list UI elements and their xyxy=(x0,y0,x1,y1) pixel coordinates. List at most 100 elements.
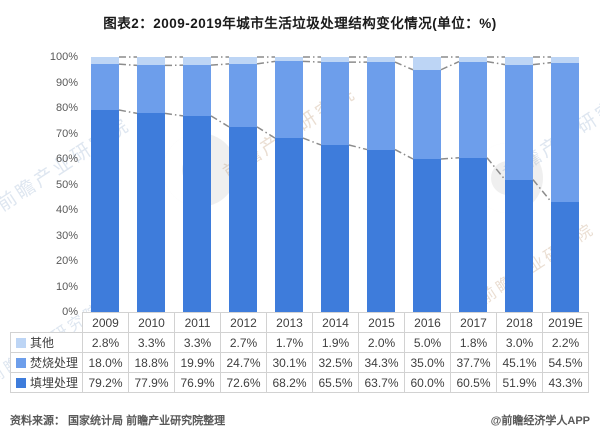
bar-segment xyxy=(505,64,533,180)
bar-segment xyxy=(459,61,487,158)
bar-segment xyxy=(459,157,487,312)
table-header-cell: 2009 xyxy=(82,312,129,333)
table-header-cell: 2012 xyxy=(220,312,267,333)
bar-segment xyxy=(229,63,257,127)
table-value-cell: 2.7% xyxy=(220,332,267,353)
table-value-cell: 65.5% xyxy=(312,372,359,393)
y-axis-tick: 60% xyxy=(55,153,78,165)
table-value-cell: 2.2% xyxy=(542,332,589,353)
table-value-cell: 37.7% xyxy=(450,352,497,373)
table-row: 填埋处理 79.2% 77.9% 76.9% 72.6% 68.2% 65.5% 63.7% 6… xyxy=(10,372,589,393)
chart-title: 图表2：2009-2019年城市生活垃圾处理结构变化情况(单位：%) xyxy=(103,16,497,31)
bar-segment xyxy=(321,62,349,145)
data-table: 2009 2010 2011 2012 2013 2014 2015 2016 2017 2018… xyxy=(10,312,589,393)
table-header-row: 2009 2010 2011 2012 2013 2014 2015 2016 2017 2018… xyxy=(11,312,589,333)
table-value-cell: 79.2% xyxy=(82,372,129,393)
bar-segment xyxy=(413,69,441,159)
table-value-cell: 2.0% xyxy=(358,332,405,353)
plot-area xyxy=(82,56,588,312)
table-value-cell: 1.7% xyxy=(266,332,313,353)
table-header-cell: 2013 xyxy=(266,312,313,333)
bar-segment xyxy=(505,179,533,312)
y-axis-tick: 0% xyxy=(62,306,78,318)
table-header-cell: 2019E xyxy=(542,312,589,333)
bar-segment xyxy=(183,115,211,312)
table-header-cell: 2016 xyxy=(404,312,451,333)
y-axis-tick: 10% xyxy=(55,280,78,293)
bar-segment xyxy=(229,126,257,312)
bar-segment xyxy=(321,57,349,63)
table-value-cell: 34.3% xyxy=(358,352,405,373)
table-value-cell: 35.0% xyxy=(404,352,451,373)
table-value-cell: 24.7% xyxy=(220,352,267,373)
table-value-cell: 60.5% xyxy=(450,372,497,393)
bar-segment xyxy=(183,65,211,116)
table-value-cell: 68.2% xyxy=(266,372,313,393)
bar-segment xyxy=(367,149,395,312)
table-header-cell: 2010 xyxy=(128,312,175,333)
bar-segment xyxy=(137,57,165,66)
bar-segment xyxy=(183,56,211,66)
table-value-cell: 3.0% xyxy=(496,332,543,353)
table-value-cell: 18.0% xyxy=(82,352,129,373)
table-value-cell: 43.3% xyxy=(542,372,589,393)
table-value-cell: 45.1% xyxy=(496,352,543,373)
bar-segment xyxy=(367,62,395,150)
legend-label: 焚烧处理 xyxy=(30,356,79,370)
table-value-cell: 18.8% xyxy=(128,352,175,373)
table-value-cell: 2.8% xyxy=(82,332,129,353)
brand-credit: @前瞻经济学人APP xyxy=(490,415,590,427)
table-value-cell: 30.1% xyxy=(266,352,313,373)
y-axis-tick: 70% xyxy=(55,127,78,140)
bar-segment xyxy=(137,113,165,312)
table-header-cell: 2015 xyxy=(358,312,405,333)
y-axis-tick: 90% xyxy=(55,76,78,89)
table-value-cell: 76.9% xyxy=(174,372,221,393)
legend-swatch-icon xyxy=(16,338,26,348)
y-axis-tick: 20% xyxy=(55,255,78,267)
bar-segment xyxy=(275,61,303,139)
table-value-cell: 3.3% xyxy=(128,332,175,353)
table-row: 其他 2.8% 3.3% 3.3% 2.7% 1.7% 1.9% 2.0% 5.0% 1.8% 3.… xyxy=(10,332,589,353)
bar-segment xyxy=(91,64,119,111)
bar-segment xyxy=(275,138,303,312)
bar-segment xyxy=(275,57,303,62)
bar-segment xyxy=(551,57,579,63)
table-value-cell: 5.0% xyxy=(404,332,451,353)
table-header-cell: 2017 xyxy=(450,312,497,333)
table-value-cell: 3.3% xyxy=(174,332,221,353)
legend-label: 填埋处理 xyxy=(30,376,79,390)
table-row: 焚烧处理 18.0% 18.8% 19.9% 24.7% 30.1% 32.5% 34.3% 3… xyxy=(10,352,589,373)
table-value-cell: 19.9% xyxy=(174,352,221,373)
source-note: 资料来源： 国家统计局 前瞻产业研究院整理 xyxy=(10,415,226,427)
legend-cell: 填埋处理 xyxy=(10,372,83,393)
legend-cell: 其他 xyxy=(10,332,83,353)
table-corner-cell xyxy=(11,313,83,333)
y-axis-tick: 40% xyxy=(55,204,78,216)
table-value-cell: 1.8% xyxy=(450,332,497,353)
table-value-cell: 1.9% xyxy=(312,332,359,353)
bar-segment xyxy=(551,201,579,312)
bar-segment xyxy=(413,159,441,312)
table-value-cell: 77.9% xyxy=(128,372,175,393)
legend-label: 其他 xyxy=(30,336,55,350)
bar-segment xyxy=(321,144,349,312)
bar-segment xyxy=(137,65,165,114)
y-axis-tick: 30% xyxy=(55,229,78,242)
bar-segment xyxy=(459,57,487,62)
table-header-cell: 2011 xyxy=(174,312,221,333)
table-value-cell: 60.0% xyxy=(404,372,451,393)
table-value-cell: 54.5% xyxy=(542,352,589,373)
bar-segment xyxy=(229,57,257,64)
legend-cell: 焚烧处理 xyxy=(10,352,83,373)
bar-segment xyxy=(91,57,119,65)
legend-swatch-icon xyxy=(16,358,26,368)
bar-segment xyxy=(551,62,579,202)
table-value-cell: 63.7% xyxy=(358,372,405,393)
legend-swatch-icon xyxy=(16,378,26,388)
bar-segment xyxy=(505,57,533,65)
table-value-cell: 32.5% xyxy=(312,352,359,373)
table-header-cell: 2018 xyxy=(496,312,543,333)
y-axis-tick: 50% xyxy=(55,178,78,191)
